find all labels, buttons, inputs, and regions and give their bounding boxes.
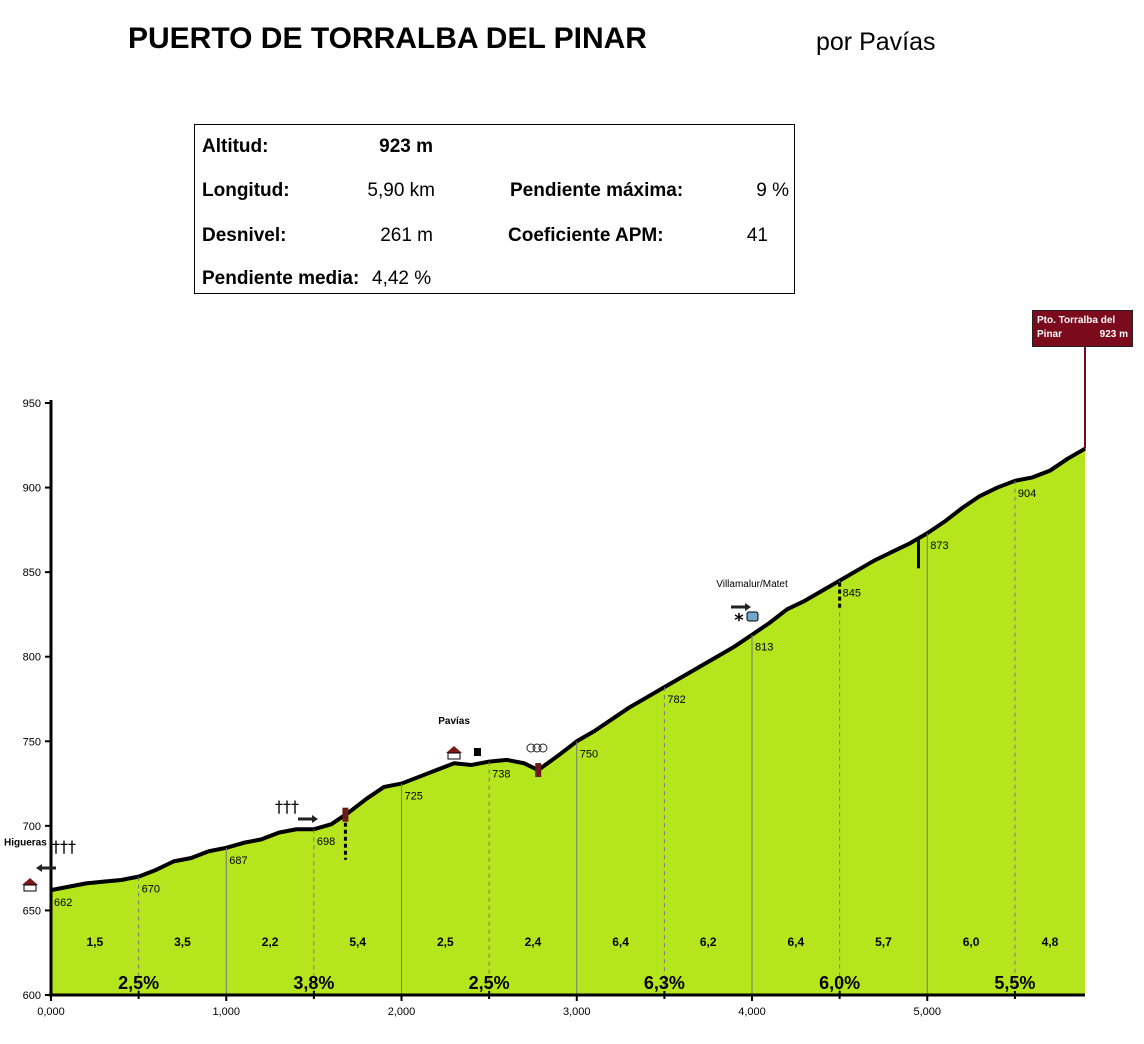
profile-icons-group: ††† ††† * [22,346,1086,892]
segment-gradient-label: 1,5 [86,935,103,949]
cemetery-icon: ††† [52,837,76,856]
coeficiente-value: 41 [746,225,768,246]
y-tick-label: 850 [23,567,41,579]
y-tick-label: 650 [23,905,41,917]
altitud-label: Altitud: [202,136,269,157]
place-label: Higueras [4,838,47,849]
water-deposit-icon [746,611,759,622]
village-icon [447,752,461,760]
profile-line [50,446,1087,893]
crossing-marker-icon [535,763,542,778]
cemetery-icon: ††† [275,797,299,816]
star-icon: * [734,610,744,631]
desnivel-value: 261 m [380,225,433,246]
x-tick-label: 4,000 [738,1006,766,1018]
segment-gradient-label: 6,4 [787,935,804,949]
place-label: Villamalur/Matet [716,579,788,590]
altitude-label: 813 [755,642,773,654]
profile-fill [51,448,1085,995]
x-tick-label: 0,000 [37,1006,65,1018]
summit-altitude: 923 m [1099,329,1128,340]
author-label: por Pavías [816,28,936,56]
segment-gradient-label: 6,2 [700,935,717,949]
km-gradient-label: 3,8% [293,973,334,993]
village-icon [22,878,38,885]
profile-labels-group: 662 670 687 698 725 738 750 782 813 845 873 904 1,5 3… [4,488,1059,993]
altitude-label: 725 [405,791,423,803]
summit-name-line1: Pto. Torralba del [1037,315,1116,326]
km-gradient-label: 2,5% [118,973,159,993]
summit-name-line2: Pinar [1037,329,1063,340]
sports-rings-icon [526,743,536,753]
stats-box: Altitud: 923 m Longitud: 5,90 km Desnive… [194,124,795,294]
y-tick-label: 700 [23,821,41,833]
sports-rings-icon [538,743,548,753]
junction-arrow-icon [745,603,751,611]
x-tick-label: 2,000 [388,1006,416,1018]
segment-gradient-label: 3,5 [174,935,191,949]
place-label: Pavías [438,716,470,727]
segment-gradient-label: 2,5 [437,935,454,949]
x-tick-label: 3,000 [563,1006,591,1018]
km-gradient-label: 6,0% [819,973,860,993]
y-tick-label: 900 [23,483,41,495]
junction-arrow-icon [36,864,42,872]
y-tick-label: 800 [23,652,41,664]
pendiente-maxima-label: Pendiente máxima: [510,180,684,201]
crossing-marker-icon [342,807,349,822]
longitud-label: Longitud: [202,180,290,201]
junction-arrow-icon [312,815,318,823]
altitude-label: 662 [54,897,72,909]
village-icon [446,746,462,753]
km-gradient-label: 2,5% [469,973,510,993]
segment-gradient-label: 2,2 [262,935,279,949]
altitud-value: 923 m [379,136,433,157]
km-gradient-label: 6,3% [644,973,685,993]
profile-area-group [50,446,1087,995]
summit-badge: Pto. Torralba del Pinar 923 m [1032,310,1133,347]
altitude-label: 782 [667,694,685,706]
coeficiente-label: Coeficiente APM: [508,225,664,246]
segment-gradient-label: 2,4 [525,935,542,949]
altitude-label: 750 [580,748,598,760]
pendiente-maxima-value: 9 % [756,180,789,201]
altitude-label: 670 [142,884,160,896]
y-tick-label: 950 [23,398,41,410]
segment-gradient-label: 6,0 [963,935,980,949]
village-icon [23,884,37,892]
segment-gradient-label: 5,7 [875,935,892,949]
page-title: PUERTO DE TORRALBA DEL PINAR [128,22,647,55]
segment-gradient-label: 4,8 [1042,935,1059,949]
altitude-label: 698 [317,836,335,848]
segment-gradient-label: 5,4 [349,935,366,949]
km-gradient-label: 5,5% [994,973,1035,993]
altitude-label: 738 [492,769,510,781]
desnivel-label: Desnivel: [202,225,287,246]
pendiente-media-value: 4,42 % [372,268,432,289]
sports-rings-icon [532,743,542,753]
altitude-label: 873 [930,540,948,552]
y-tick-label: 750 [23,736,41,748]
pendiente-media-label: Pendiente media: [202,268,360,289]
longitud-value: 5,90 km [367,180,435,201]
x-tick-label: 5,000 [914,1006,942,1018]
y-tick-label: 600 [23,990,41,1002]
profile-axes-group: 600 650 700 750 800 850 900 950 0,000 1,000 2,000 3… [23,398,1085,1018]
x-tick-label: 1,000 [212,1006,240,1018]
altitude-label: 687 [229,855,247,867]
profile-grid-group [138,480,1016,995]
altitude-label: 904 [1018,488,1036,500]
fountain-icon [474,748,481,756]
altitude-label: 845 [843,588,861,600]
segment-gradient-label: 6,4 [612,935,629,949]
